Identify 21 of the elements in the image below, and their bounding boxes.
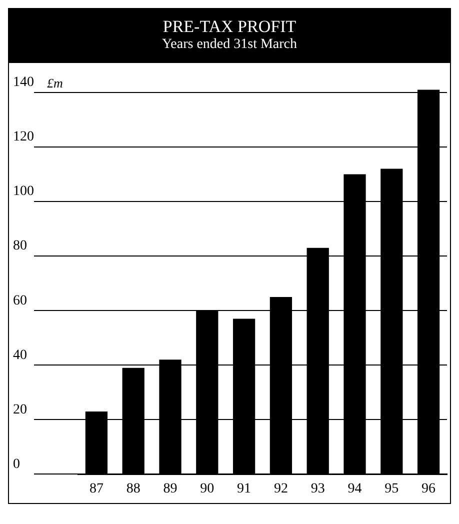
x-tick-label: 94 [348, 481, 362, 496]
y-tick-label: 100 [13, 184, 34, 200]
x-tick-label: 93 [310, 481, 325, 496]
y-tick-label: 20 [13, 402, 27, 418]
y-tick-label: 60 [13, 293, 27, 308]
chart-subtitle: Years ended 31st March [160, 37, 298, 53]
x-tick-label: 96 [422, 481, 436, 496]
y-tick-label: 80 [13, 238, 27, 254]
chart-title: PRE-TAX PROFIT [162, 17, 298, 37]
y-tick-label: 120 [13, 130, 34, 145]
y-tick-label: 40 [13, 348, 27, 363]
x-tick-label: 87 [89, 481, 104, 496]
x-tick-label: 89 [163, 481, 178, 496]
x-tick-label: 88 [126, 481, 140, 496]
y-axis-title: £m [47, 75, 63, 90]
y-tick-label: 0 [13, 456, 20, 472]
x-tick-label: 90 [200, 481, 214, 496]
x-tick-label: 91 [237, 481, 252, 496]
y-tick-label: 140 [13, 75, 34, 90]
x-tick-label: 95 [384, 481, 399, 496]
x-tick-label: 92 [274, 481, 288, 496]
